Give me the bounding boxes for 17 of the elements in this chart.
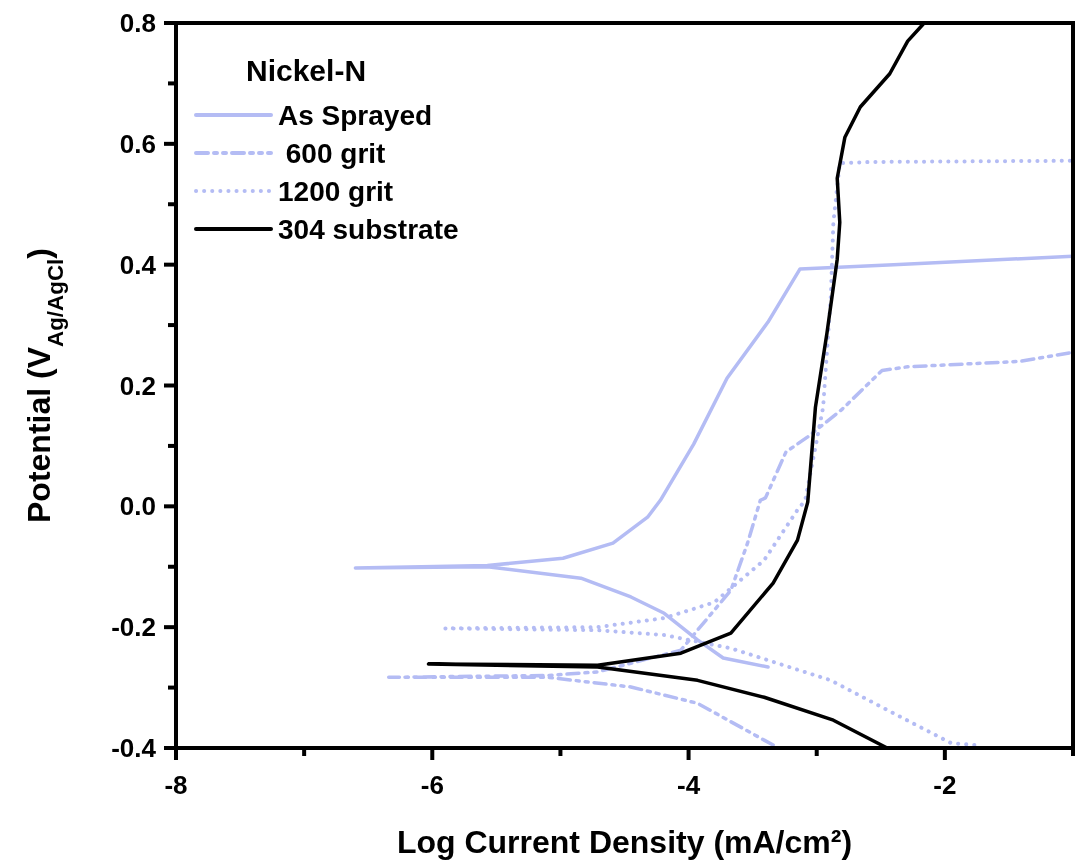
y-tick-label: 0.2 [119, 370, 156, 401]
y-tick-label: 0.8 [119, 8, 156, 38]
y-tick-label: 0.4 [119, 249, 157, 280]
x-tick-label: -6 [420, 770, 444, 800]
legend-label: 304 substrate [278, 214, 459, 245]
x-tick-label: -4 [677, 770, 701, 800]
legend-label: As Sprayed [278, 100, 433, 131]
x-tick-label: -2 [933, 770, 957, 800]
legend-label: 1200 grit [278, 176, 394, 207]
y-tick-label: 0.0 [119, 491, 156, 522]
legend-label: 600 grit [278, 138, 386, 169]
legend-title: Nickel-N [246, 54, 367, 87]
x-tick-label: -8 [164, 770, 188, 800]
x-axis-title: Log Current Density (mA/cm²) [396, 824, 853, 860]
y-tick-label: 0.6 [119, 128, 156, 159]
y-tick-label: -0.2 [111, 612, 156, 643]
y-tick-label: -0.4 [111, 733, 157, 763]
